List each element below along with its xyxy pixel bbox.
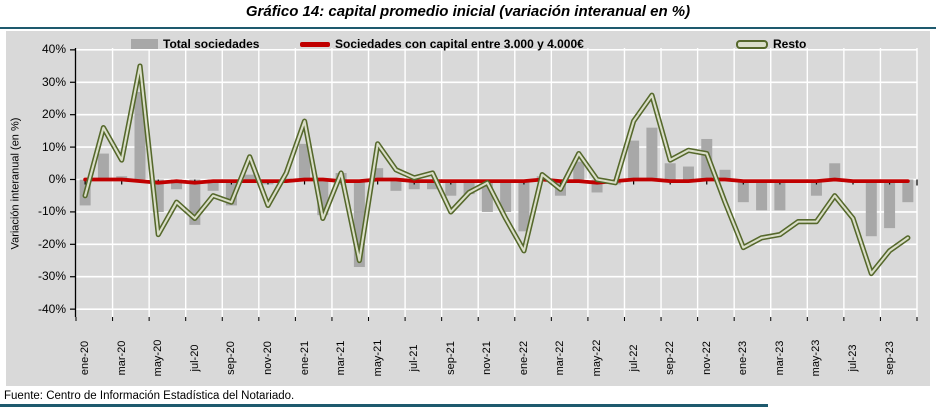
y-tick-label: 40% (41, 42, 66, 57)
bar-total-sociedades (591, 179, 603, 193)
bar-total-sociedades (518, 179, 530, 232)
y-tick-label: 20% (41, 107, 66, 122)
bar-total-sociedades (445, 179, 457, 196)
x-tick-label: sep-22 (664, 341, 677, 375)
bar-total-sociedades (372, 168, 384, 180)
source-note: Fuente: Centro de Información Estadístic… (4, 390, 295, 402)
y-tick-label: 30% (41, 74, 66, 89)
y-tick-label: -40% (37, 301, 66, 316)
bar-total-sociedades (884, 179, 896, 229)
y-tick-label: 0% (48, 172, 66, 186)
footer-rule (0, 404, 768, 407)
x-tick-label: may-22 (591, 339, 604, 377)
bar-total-sociedades (810, 179, 822, 196)
x-tick-label: jul-23 (847, 344, 859, 372)
bar-swatch-icon (131, 39, 158, 49)
bar-total-sociedades (427, 179, 439, 190)
bar-total-sociedades (500, 179, 512, 212)
bar-total-sociedades (463, 179, 475, 195)
bar-total-sociedades (280, 178, 292, 180)
bar-total-sociedades (628, 140, 640, 180)
y-tick-label: -10% (37, 204, 66, 219)
x-tick-label: jul-20 (188, 344, 201, 372)
x-tick-label: ene-20 (79, 340, 92, 376)
bar-total-sociedades (317, 179, 329, 216)
y-tick-label: 10% (41, 139, 66, 154)
bar-total-sociedades (390, 179, 402, 191)
line-sociedades-3000-4000 (83, 177, 910, 185)
chart-title: Gráfico 14: capital promedio inicial (va… (245, 3, 691, 20)
y-axis-title: Variación interanual (en %) (9, 117, 22, 250)
x-tick-label: ene-22 (517, 340, 530, 376)
bar-total-sociedades (865, 179, 877, 237)
bar-total-sociedades (774, 179, 786, 211)
x-tick-label: mar-22 (554, 340, 567, 376)
x-tick-label: may-20 (152, 339, 165, 377)
x-tick-label: sep-21 (444, 341, 457, 375)
bar-total-sociedades (664, 163, 676, 180)
x-tick-label: nov-20 (261, 341, 274, 375)
legend-label: Sociedades con capital entre 3.000 y 4.0… (335, 37, 584, 51)
legend-label: Total sociedades (163, 37, 260, 51)
bar-total-sociedades (902, 179, 914, 203)
x-tick-label: mar-23 (773, 340, 786, 376)
bar-total-sociedades (682, 166, 694, 180)
legend-item-resto: Resto (736, 37, 806, 51)
bar-total-sociedades (189, 179, 201, 225)
bar-total-sociedades (646, 127, 658, 180)
x-tick-label: sep-20 (225, 341, 238, 375)
title-divider (0, 27, 936, 29)
bar-total-sociedades (756, 179, 768, 211)
bar-total-sociedades (353, 179, 365, 268)
bar-total-sociedades (737, 179, 749, 203)
bar-total-sociedades (573, 161, 585, 180)
x-tick-label: nov-21 (481, 341, 494, 375)
bar-total-sociedades (244, 174, 256, 180)
bar-total-sociedades (481, 179, 493, 212)
x-tick-label: mar-21 (335, 340, 348, 376)
legend-item-total-sociedades: Total sociedades (131, 37, 259, 51)
bar-total-sociedades (152, 179, 164, 212)
x-tick-label: sep-23 (883, 341, 896, 375)
x-tick-label: may-23 (810, 339, 823, 377)
bar-total-sociedades (719, 169, 731, 180)
bar-total-sociedades (97, 153, 109, 180)
resto-line-swatch-icon (736, 39, 768, 49)
bar-total-sociedades (225, 179, 237, 206)
line-resto-outline (82, 63, 911, 277)
bar-total-sociedades (207, 179, 219, 191)
bar-total-sociedades (171, 179, 183, 190)
x-tick-label: ene-23 (737, 340, 750, 376)
line-resto-core (84, 65, 909, 275)
x-tick-label: ene-21 (298, 340, 311, 376)
y-tick-label: -20% (37, 236, 66, 251)
bar-total-sociedades (829, 163, 841, 180)
x-tick-label: mar-20 (115, 340, 128, 376)
x-tick-label: may-21 (371, 339, 384, 377)
x-tick-label: jul-21 (408, 344, 421, 372)
y-tick-label: -30% (37, 269, 66, 284)
legend-item-sociedades-3000-4000: Sociedades con capital entre 3.000 y 4.0… (300, 37, 584, 51)
x-tick-label: nov-22 (700, 341, 713, 375)
bar-total-sociedades (134, 91, 146, 180)
x-tick-label: jul-22 (627, 344, 640, 372)
legend-label: Resto (773, 37, 807, 51)
bar-total-sociedades (299, 143, 311, 180)
red-line-swatch-icon (300, 41, 330, 47)
